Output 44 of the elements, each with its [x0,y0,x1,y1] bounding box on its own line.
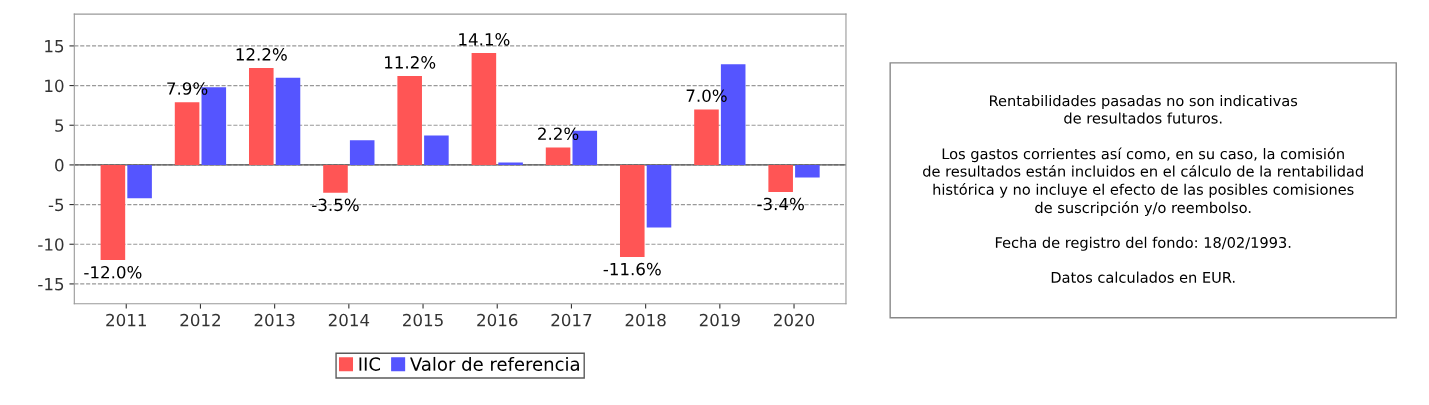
y-tick-label: -5 [48,198,64,212]
data-label: 11.2% [385,56,436,69]
y-tick-label: 15 [45,40,64,53]
data-label: -3.5% [312,198,359,212]
bar [275,77,301,165]
x-tick-label: 2012 [180,313,220,327]
data-label: 14.1% [459,33,510,46]
data-label: 12.2% [236,48,287,61]
y-tick-label: -15 [38,278,64,291]
x-tick-label: 2013 [254,313,295,327]
x-tick-label: 2016 [477,313,518,327]
data-label: 7.9% [167,82,208,95]
y-tick-label: -10 [38,238,64,251]
data-label: -12.0% [84,265,142,279]
bar [646,164,672,228]
bar [323,164,348,193]
bar [424,135,449,165]
x-tick-label: 2015 [403,313,443,327]
legend-label: IIC [359,357,381,371]
y-tick-label: 5 [55,119,64,132]
bar [795,164,820,178]
data-label: -3.4% [757,197,804,211]
x-tick-label: 2019 [699,313,740,327]
bar [174,102,200,165]
bar [545,147,571,165]
x-tick-label: 2018 [625,313,666,327]
bar [349,140,375,165]
bar [694,109,719,165]
y-tick-label: 10 [45,79,64,93]
bar [127,164,152,199]
text: Rentabilidades pasadas no son indicativas de resultados futuros. Los gastos corrientes así como, en su caso, la comisión de resultados están incluidos en el cálculo de la rentabilidad histórica y no incluye el efecto de las posibles comisiones de suscripción y/o reembolso. Fecha de registro del fondo: 18/02/1993. Datos calculados en EUR. [923,94,1363,283]
bar [249,68,274,165]
bar [100,164,126,261]
x-tick-label: 2011 [106,313,146,327]
bar [471,53,497,165]
data-label: -11.6% [603,262,661,276]
legend-label: Valor de referencia [410,356,579,371]
x-tick-label: 2014 [328,313,370,327]
y-tick-label: 0 [55,158,64,172]
bar [619,164,645,257]
bar [397,76,422,165]
x-tick-label: 2017 [551,313,592,327]
x-tick-label: 2020 [774,313,815,327]
bar [768,164,793,192]
